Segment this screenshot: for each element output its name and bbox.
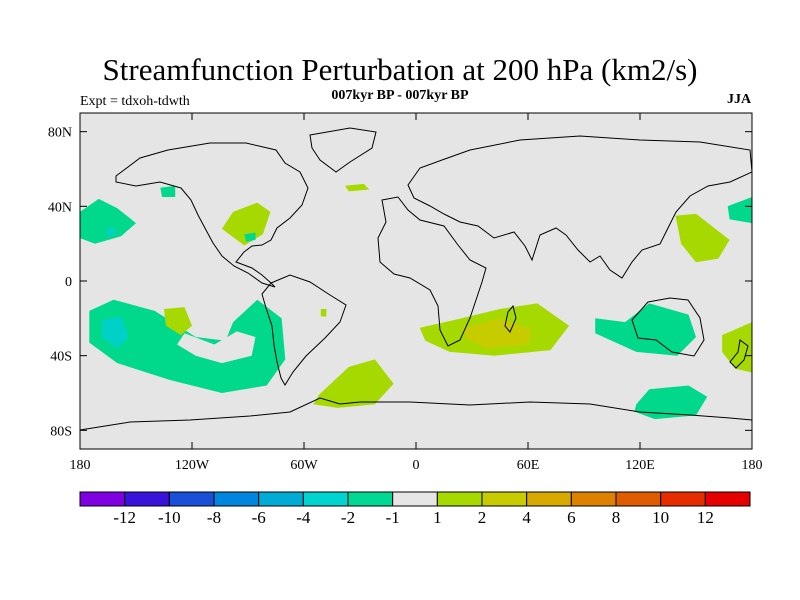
colorbar-swatch	[392, 491, 438, 507]
colorbar-swatch	[660, 491, 706, 507]
colorbar-label: -1	[386, 508, 400, 527]
colorbar-swatch	[570, 491, 617, 507]
colorbar-label: 1	[433, 508, 442, 527]
lat-tick-label: 80S	[50, 424, 72, 439]
colorbar-swatch	[213, 491, 260, 507]
latitude-axis: 80N 40N 0 40S 80S	[48, 126, 752, 439]
contour-caribbean-positive	[221, 202, 271, 246]
colorbar-label: 6	[567, 508, 576, 527]
colorbar-label: -10	[158, 508, 181, 527]
lat-tick-label: 40S	[50, 350, 72, 365]
colorbar-swatch	[347, 491, 394, 507]
colorbar-label: 8	[612, 508, 621, 527]
colorbar-swatch	[168, 491, 215, 507]
experiment-label: Expt = tdxoh-tdwth	[80, 94, 190, 109]
lon-tick-label: 180	[742, 458, 763, 473]
contour-south-indian-inner	[462, 318, 532, 349]
colorbar-swatch	[615, 491, 662, 507]
lon-tick-label: 0	[413, 458, 420, 473]
colorbar: -12 -10 -8 -6 -4 -2 -1 1 2 4 6 8 10 12	[79, 491, 751, 527]
colorbar-label: -4	[296, 508, 311, 527]
contour-south-america-small-positive	[320, 309, 327, 317]
lat-tick-label: 40N	[48, 200, 72, 215]
coastline-north-america	[115, 142, 309, 288]
lon-tick-label: 60E	[517, 458, 540, 473]
colorbar-label: -2	[341, 508, 355, 527]
contour-south-pacific-inner	[102, 316, 129, 349]
contour-north-pacific-east-negative	[80, 198, 136, 244]
chart-title: Streamfunction Perturbation at 200 hPa (…	[102, 52, 698, 87]
contour-south-pacific-gap	[177, 331, 256, 364]
coastline-australia	[631, 297, 705, 357]
lon-tick-label: 120W	[175, 458, 210, 473]
colorbar-swatch	[436, 491, 483, 507]
colorbar-swatch	[124, 491, 170, 507]
colorbar-label: 12	[697, 508, 714, 527]
colorbar-label: 10	[652, 508, 669, 527]
colorbar-swatch	[481, 491, 528, 507]
coastline-greenland	[309, 127, 377, 173]
contour-western-pacific-positive	[675, 213, 730, 263]
contour-north-pacific-east-inner	[106, 226, 116, 237]
lat-tick-label: 80N	[48, 126, 72, 141]
colorbar-label: -12	[113, 508, 136, 527]
coastline-africa-eurasia	[377, 135, 753, 347]
colorbar-swatch	[302, 491, 349, 507]
colorbar-label: 4	[522, 508, 531, 527]
contour-australia-negative	[595, 303, 696, 356]
contour-southern-ocean-negative	[634, 385, 708, 420]
lon-tick-label: 180	[70, 458, 91, 473]
season-label: JJA	[727, 92, 752, 107]
chart-subtitle: 007kyr BP - 007kyr BP	[331, 88, 469, 103]
lon-tick-label: 60W	[290, 458, 318, 473]
colorbar-label: 2	[478, 508, 487, 527]
colorbar-label: -6	[252, 508, 266, 527]
coastline-madagascar	[504, 304, 517, 333]
contour-south-atlantic-positive	[313, 359, 394, 408]
contour-north-pacific-west-negative	[727, 197, 752, 224]
contour-south-pacific-positive-small	[164, 307, 192, 336]
contour-caribbean-inner-negative	[244, 232, 256, 242]
colorbar-swatch	[526, 491, 572, 507]
colorbar-label: -8	[207, 508, 221, 527]
lon-tick-label: 120E	[625, 458, 655, 473]
coastline-new-zealand	[729, 339, 749, 369]
map-background	[80, 113, 752, 449]
colorbar-swatch	[79, 491, 126, 507]
colorbar-swatch	[704, 491, 751, 507]
map-area	[79, 112, 753, 450]
contour-north-atlantic-small-positive	[345, 183, 370, 192]
contour-north-america-west-small	[160, 185, 176, 197]
colorbar-swatch	[258, 491, 304, 507]
lat-tick-label: 0	[65, 275, 72, 290]
coastline-antarctica	[79, 397, 753, 431]
contour-fills	[80, 183, 752, 420]
coastlines	[79, 127, 753, 431]
longitude-axis: 180 120W 60W 0 60E 120E 180	[70, 113, 763, 473]
coastline-south-america	[261, 274, 347, 386]
